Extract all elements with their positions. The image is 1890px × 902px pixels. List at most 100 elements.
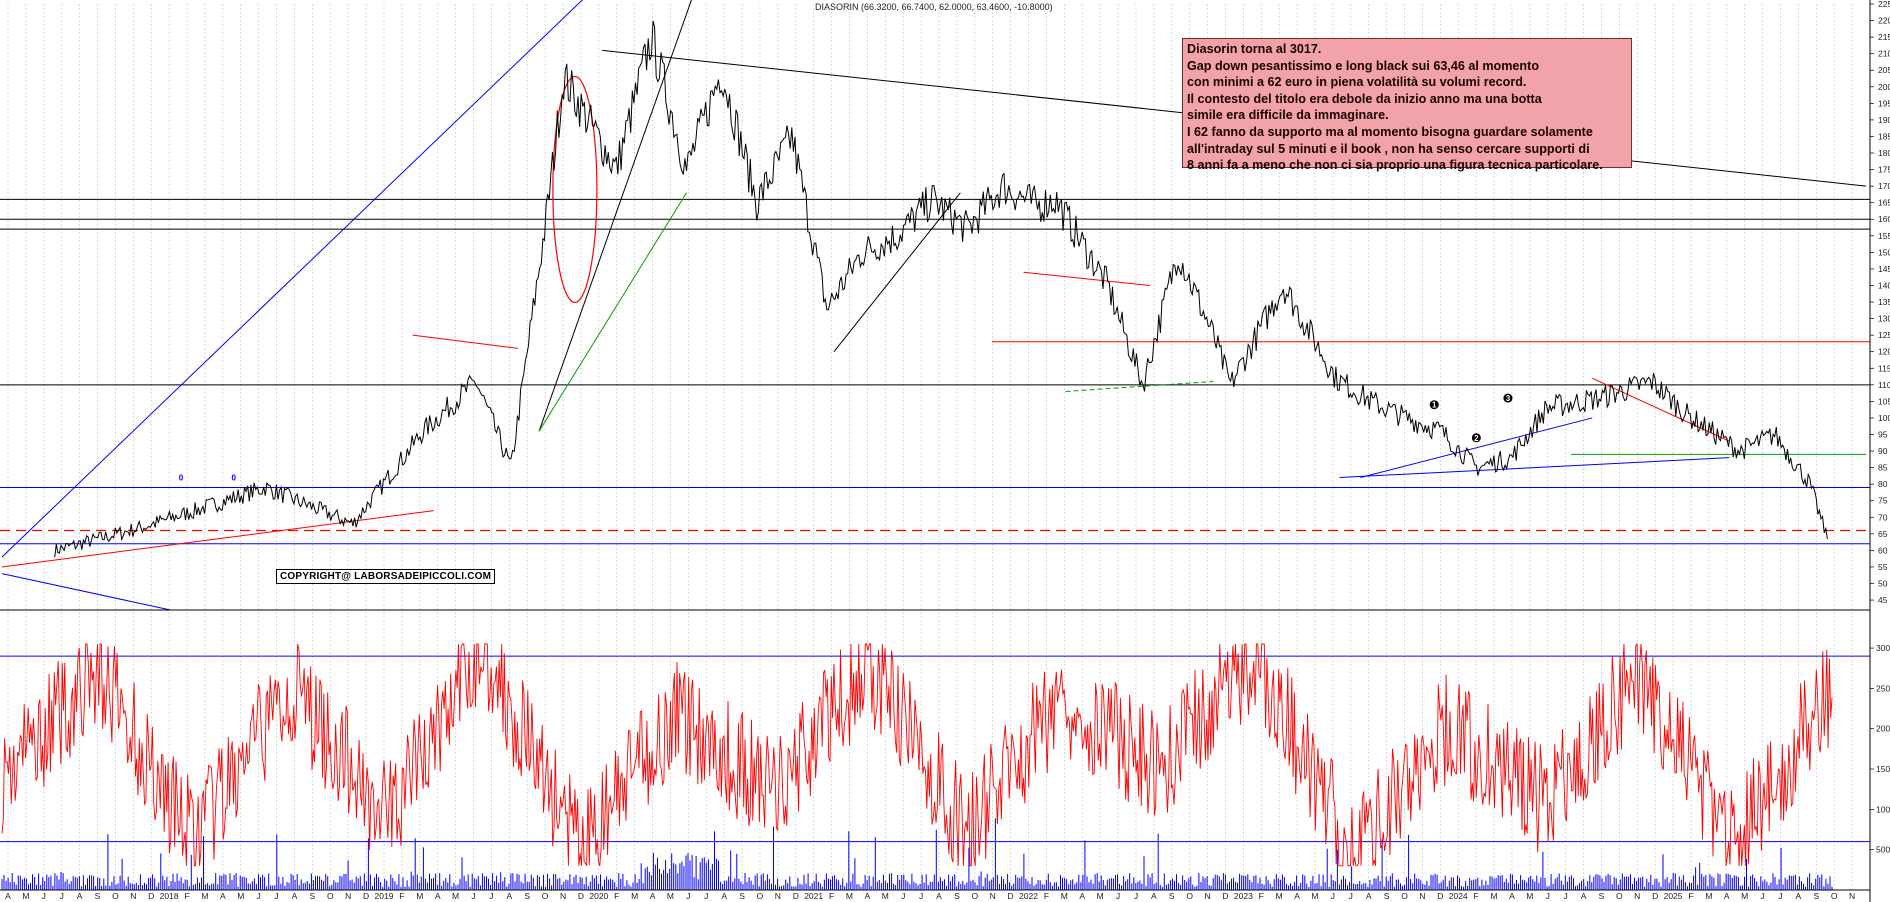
x-tick-label: O <box>757 891 764 901</box>
wave-label: 0 <box>231 474 236 483</box>
x-tick-label: 2025 <box>1664 891 1683 901</box>
x-tick-label: D <box>793 891 799 901</box>
price-line <box>54 20 1828 558</box>
oscillator-y-ticks: 5000 10000 15000 20000 25000 30000 <box>1870 643 1890 855</box>
x-tick-label: A <box>936 891 942 901</box>
y-tick-label: 5000 <box>1876 845 1890 855</box>
blue-trendline <box>1360 417 1593 479</box>
y-tick-label: 190 <box>1878 115 1890 125</box>
x-tick-label: M <box>237 891 244 901</box>
x-tick-label: A <box>1079 891 1085 901</box>
x-tick-label: J <box>1116 891 1120 901</box>
red-trendline <box>1 510 434 568</box>
x-tick-label: N <box>1634 891 1640 901</box>
x-tick-label: F <box>1259 891 1264 901</box>
note-line: Diasorin torna al 3017. <box>1187 42 1322 56</box>
wave-labels: 1 2 3 0 0 <box>179 393 1513 483</box>
y-tick-label: 200 <box>1878 82 1890 92</box>
x-tick-label: F <box>1688 891 1693 901</box>
y-tick-label: 195 <box>1878 98 1890 108</box>
wave-label: 1 <box>1432 401 1437 410</box>
note-line: Il contesto del titolo era debole da ini… <box>1187 91 1542 106</box>
y-tick-label: 140 <box>1878 280 1890 290</box>
x-tick-label: O <box>971 891 978 901</box>
x-tick-label: D <box>578 891 584 901</box>
x-tick-label: J <box>60 891 64 901</box>
x-tick-label: F <box>1044 891 1049 901</box>
wave-label: 3 <box>1506 394 1511 403</box>
y-tick-label: 120 <box>1878 347 1890 357</box>
chart-title: DIASORIN (66.3200, 66.7400, 62.0000, 63.… <box>815 2 1053 12</box>
x-tick-label: F <box>614 891 619 901</box>
x-tick-label: A <box>1796 891 1802 901</box>
y-tick-label: 30000 <box>1876 643 1890 653</box>
y-tick-label: 125 <box>1878 330 1890 340</box>
x-tick-label: J <box>919 891 923 901</box>
y-tick-label: 115 <box>1878 363 1890 373</box>
y-tick-label: 210 <box>1878 49 1890 59</box>
x-tick-label: A <box>435 891 441 901</box>
y-tick-label: 160 <box>1878 214 1890 224</box>
y-tick-label: 130 <box>1878 314 1890 324</box>
x-tick-label: M <box>1526 891 1533 901</box>
y-tick-label: 60 <box>1878 545 1888 555</box>
note-line: con minimi a 62 euro in piena volatilità… <box>1187 75 1527 90</box>
x-tick-label: D <box>1437 891 1443 901</box>
x-tick-label: J <box>274 891 278 901</box>
x-tick-label: 2024 <box>1449 891 1468 901</box>
x-tick-label: S <box>1384 891 1390 901</box>
y-tick-label: 25000 <box>1876 683 1890 693</box>
x-tick-label: F <box>829 891 834 901</box>
black-trendline <box>833 192 961 353</box>
x-tick-label: J <box>489 891 493 901</box>
x-tick-label: J <box>704 891 708 901</box>
y-tick-label: 15000 <box>1876 764 1890 774</box>
red-trendline <box>1591 377 1730 442</box>
x-tick-label: A <box>1509 891 1515 901</box>
y-tick-label: 175 <box>1878 165 1890 175</box>
x-tick-label: M <box>1061 891 1068 901</box>
y-tick-label: 165 <box>1878 198 1890 208</box>
x-tick-label: M <box>201 891 208 901</box>
x-tick-label: D <box>363 891 369 901</box>
oscillator-line <box>1 642 1833 867</box>
x-tick-label: A <box>1151 891 1157 901</box>
x-tick-label: A <box>1581 891 1587 901</box>
x-tick-label: N <box>1849 891 1855 901</box>
price-y-ticks: 45 50 55 60 65 70 75 80 85 90 95 100 105 110 115 120 125… <box>1870 0 1890 605</box>
x-tick-label: N <box>130 891 136 901</box>
x-tick-label: S <box>1599 891 1605 901</box>
wave-marker <box>1429 400 1439 410</box>
x-tick-label: F <box>184 891 189 901</box>
x-tick-label: O <box>112 891 119 901</box>
volume-bars-path <box>1 818 1833 890</box>
x-tick-label: A <box>506 891 512 901</box>
y-tick-label: 80 <box>1878 479 1888 489</box>
x-tick-label: 2019 <box>375 891 394 901</box>
x-tick-label: J <box>1564 891 1568 901</box>
y-tick-label: 185 <box>1878 131 1890 141</box>
x-axis-ticks: A M J J A S O N D 2018 F M A M J J A S O N D 2019 F M A M J J A S O N D 2… <box>5 891 1855 901</box>
note-line: simile era difficile da immaginare. <box>1187 108 1389 123</box>
x-tick-label: A <box>292 891 298 901</box>
copyright-label: COPYRIGHT@ LABORSADEIPICCOLI.COM <box>276 569 496 584</box>
x-tick-label: 2020 <box>589 891 608 901</box>
x-tick-label: O <box>327 891 334 901</box>
wave-marker <box>1503 393 1513 403</box>
x-tick-label: N <box>560 891 566 901</box>
y-tick-label: 170 <box>1878 181 1890 191</box>
x-tick-label: J <box>1760 891 1764 901</box>
y-tick-label: 70 <box>1878 512 1888 522</box>
y-tick-label: 135 <box>1878 297 1890 307</box>
x-tick-label: O <box>1616 891 1623 901</box>
y-tick-label: 155 <box>1878 231 1890 241</box>
x-tick-label: 2022 <box>1019 891 1038 901</box>
x-tick-label: M <box>1490 891 1497 901</box>
y-tick-label: 105 <box>1878 396 1890 406</box>
black-trendline <box>538 0 692 432</box>
red-trendline <box>1023 271 1150 286</box>
y-tick-label: 50 <box>1878 579 1888 589</box>
wave-label: 0 <box>179 474 184 483</box>
x-tick-label: M <box>631 891 638 901</box>
x-tick-label: A <box>865 891 871 901</box>
